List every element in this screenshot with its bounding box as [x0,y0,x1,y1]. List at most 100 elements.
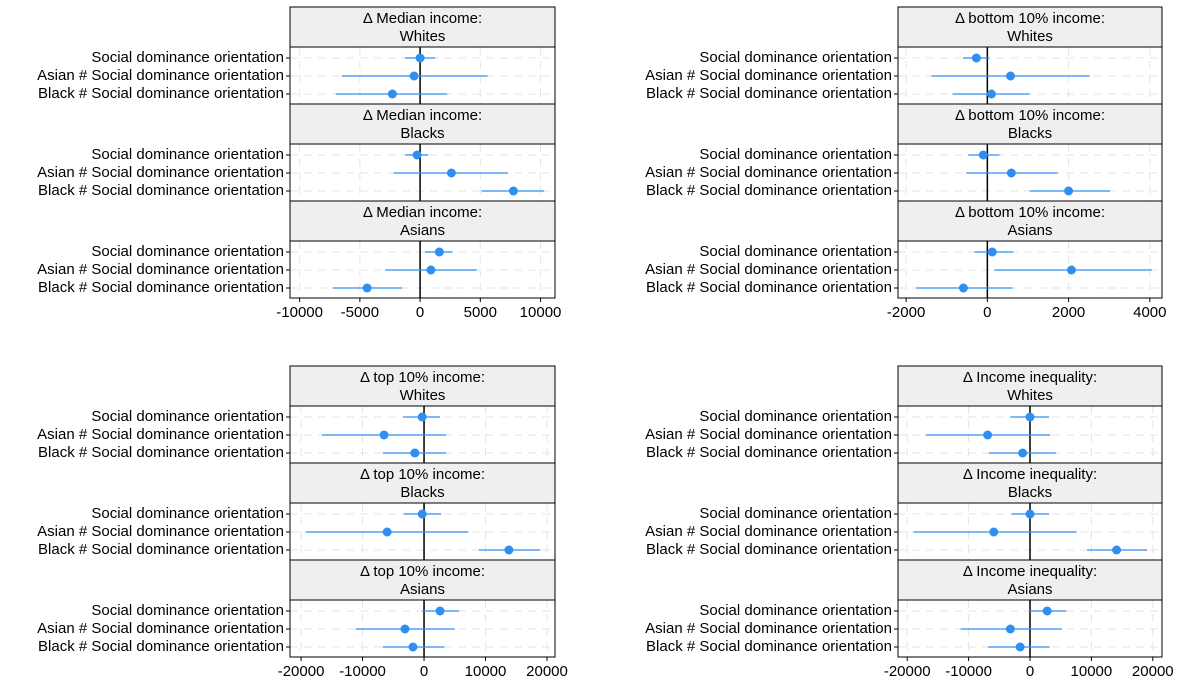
x-tick-label: 20000 [526,663,568,680]
panel-header [897,200,1163,242]
point-estimate [408,642,418,652]
point-estimate [1112,545,1122,555]
y-label: Social dominance orientation [91,243,284,260]
panel-title: Δ bottom 10% income: [955,107,1105,124]
point-estimate [958,283,968,293]
point-estimate [1066,265,1076,275]
y-label: Black # Social dominance orientation [646,541,892,558]
y-label: Black # Social dominance orientation [38,541,284,558]
x-tick-label: 0 [983,304,991,321]
panel-title: Whites [400,387,446,404]
panel-title: Δ top 10% income: [360,369,485,386]
y-label: Social dominance orientation [91,505,284,522]
y-label: Asian # Social dominance orientation [645,164,892,181]
x-tick-label: -10000 [945,663,992,680]
point-estimate [400,624,410,634]
point-estimate [1005,624,1015,634]
panel-title: Blacks [400,125,444,142]
point-estimate [978,150,988,160]
point-estimate [1018,448,1028,458]
panel-title: Δ Median income: [363,10,482,27]
point-estimate [362,283,372,293]
panel-title: Δ Income inequality: [963,369,1097,386]
point-estimate [409,71,419,81]
x-tick-label: 20000 [1132,663,1174,680]
point-estimate [1006,71,1016,81]
panel-title: Blacks [1008,125,1052,142]
panel-title: Δ Median income: [363,107,482,124]
panel-header [897,103,1163,145]
point-estimate [1006,168,1016,178]
y-label: Black # Social dominance orientation [38,182,284,199]
y-label: Asian # Social dominance orientation [37,426,284,443]
y-label: Asian # Social dominance orientation [645,67,892,84]
y-label: Social dominance orientation [699,408,892,425]
y-label: Asian # Social dominance orientation [645,620,892,637]
x-tick-label: 10000 [465,663,507,680]
y-label: Asian # Social dominance orientation [645,523,892,540]
point-estimate [446,168,456,178]
point-estimate [382,527,392,537]
y-label: Social dominance orientation [91,146,284,163]
y-label: Black # Social dominance orientation [646,85,892,102]
point-estimate [983,430,993,440]
y-label: Social dominance orientation [91,408,284,425]
point-estimate [1025,509,1035,519]
panel-title: Δ top 10% income: [360,466,485,483]
x-tick-label: 5000 [464,304,497,321]
y-label: Social dominance orientation [699,602,892,619]
y-label: Asian # Social dominance orientation [37,164,284,181]
y-label: Asian # Social dominance orientation [37,67,284,84]
point-estimate [434,247,444,257]
x-tick-label: -10000 [339,663,386,680]
panel-header [897,6,1163,48]
panel-title: Δ Median income: [363,204,482,221]
y-label: Asian # Social dominance orientation [37,261,284,278]
panel-title: Whites [1007,28,1053,45]
x-tick-label: 10000 [520,304,562,321]
x-tick-label: -20000 [884,663,931,680]
panel-title: Asians [400,581,445,598]
point-estimate [1025,412,1035,422]
panel-title: Asians [1007,581,1052,598]
panel-header [289,200,556,242]
point-estimate [986,89,996,99]
point-estimate [987,247,997,257]
point-estimate [415,53,425,63]
x-tick-label: 0 [416,304,424,321]
y-label: Black # Social dominance orientation [646,182,892,199]
x-tick-label: -5000 [341,304,379,321]
point-estimate [387,89,397,99]
point-estimate [1015,642,1025,652]
x-tick-label: -10000 [276,304,323,321]
panel-title: Whites [1007,387,1053,404]
y-label: Social dominance orientation [91,49,284,66]
panel-title: Whites [400,28,446,45]
x-tick-label: 10000 [1071,663,1113,680]
panel-title: Δ Income inequality: [963,563,1097,580]
point-estimate [504,545,514,555]
y-label: Black # Social dominance orientation [646,279,892,296]
y-label: Social dominance orientation [699,505,892,522]
point-estimate [410,448,420,458]
panel-title: Asians [400,222,445,239]
panel-header [897,462,1163,504]
panel-title: Blacks [400,484,444,501]
point-estimate [971,53,981,63]
y-label: Asian # Social dominance orientation [37,620,284,637]
point-estimate [1064,186,1074,196]
point-estimate [989,527,999,537]
y-label: Asian # Social dominance orientation [37,523,284,540]
y-label: Asian # Social dominance orientation [645,261,892,278]
x-tick-label: -2000 [887,304,925,321]
panel-header [897,559,1163,601]
panel-title: Blacks [1008,484,1052,501]
panel-header [289,6,556,48]
y-label: Social dominance orientation [91,602,284,619]
y-label: Black # Social dominance orientation [38,85,284,102]
panel-title: Δ bottom 10% income: [955,204,1105,221]
panel-title: Δ Income inequality: [963,466,1097,483]
y-label: Black # Social dominance orientation [38,444,284,461]
y-label: Black # Social dominance orientation [38,638,284,655]
